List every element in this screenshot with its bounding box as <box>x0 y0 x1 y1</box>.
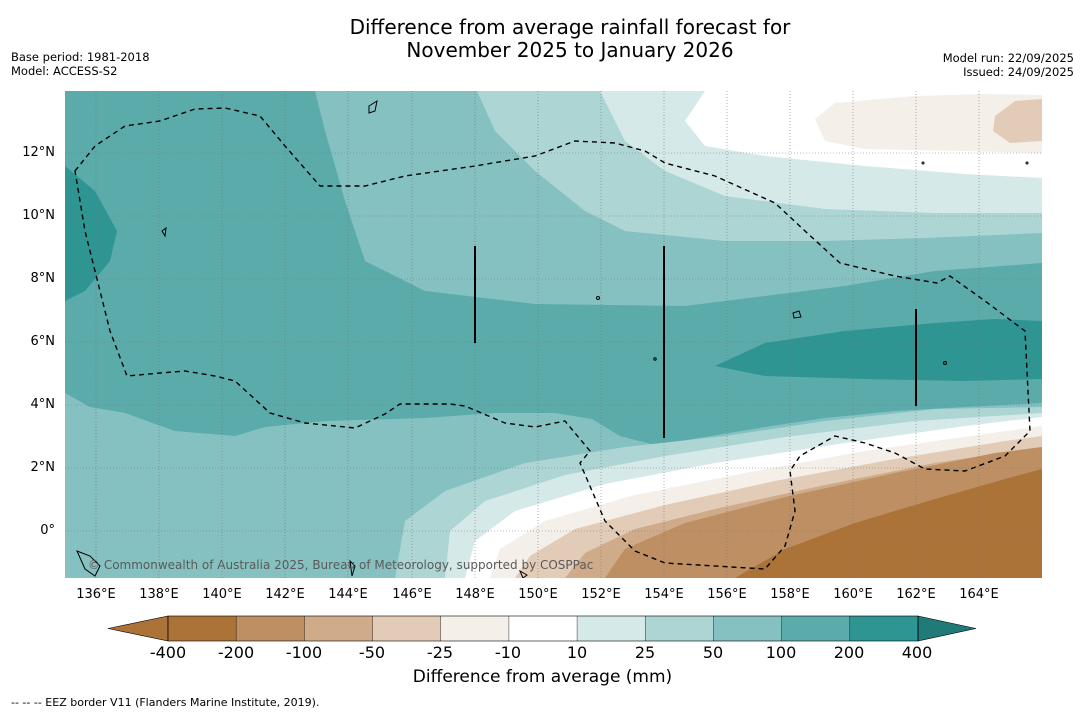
eez-border-west <box>74 107 1031 570</box>
map-contours <box>65 91 1042 578</box>
graticule <box>65 91 1042 578</box>
lon-label: 148°E <box>455 587 495 602</box>
colorbar-label: 200 <box>833 643 865 662</box>
lon-label: 144°E <box>328 587 368 602</box>
colorbar-swatch <box>372 616 442 641</box>
colorbar-label: -400 <box>149 643 187 662</box>
rainfall-map: © Commonwealth of Australia 2025, Bureau… <box>65 91 1042 578</box>
lat-label: 2°N <box>30 460 56 475</box>
lat-label: 8°N <box>30 271 56 286</box>
colorbar-label: 25 <box>634 643 656 662</box>
footer-legend: -- -- -- EEZ border V11 (Flanders Marine… <box>11 696 320 709</box>
islands <box>76 99 1029 578</box>
band-neg-north-2 <box>993 99 1042 143</box>
colorbar-swatch <box>849 616 919 641</box>
band-200-400-west <box>65 166 117 301</box>
colorbar-label: -100 <box>285 643 323 662</box>
colorbar-swatch <box>236 616 305 641</box>
colorbar-swatch <box>577 616 646 641</box>
lon-label: 138°E <box>139 587 179 602</box>
colorbar-label: -50 <box>358 643 386 662</box>
colorbar-label: 100 <box>765 643 797 662</box>
title-line-1: Difference from average rainfall forecas… <box>349 15 791 39</box>
lon-label: 152°E <box>581 587 621 602</box>
boundary-lines <box>474 246 917 438</box>
colorbar-swatch <box>781 616 851 641</box>
lat-label: 12°N <box>22 145 55 160</box>
base-period: Base period: 1981-2018 <box>11 50 150 64</box>
colorbar-label: -25 <box>426 643 454 662</box>
lon-label: 140°E <box>202 587 242 602</box>
colorbar-swatch <box>713 616 783 641</box>
band-200-400-east <box>715 319 1042 381</box>
band-neg-south-5 <box>735 469 1042 578</box>
lon-label: 150°E <box>518 587 558 602</box>
colorbar <box>107 615 977 642</box>
colorbar-arrow-low <box>107 615 169 642</box>
copyright-notice: © Commonwealth of Australia 2025, Bureau… <box>88 558 594 572</box>
band-neg-north-1 <box>815 94 1042 153</box>
title-line-2: November 2025 to January 2026 <box>406 38 734 62</box>
colorbar-label: 50 <box>702 643 724 662</box>
colorbar-label: 400 <box>901 643 933 662</box>
colorbar-arrow-high <box>917 615 977 642</box>
model-run: Model run: 22/09/2025 <box>942 51 1074 65</box>
model-name: Model: ACCESS-S2 <box>11 64 118 78</box>
lon-label: 146°E <box>392 587 432 602</box>
lon-label: 136°E <box>76 587 116 602</box>
colorbar-title: Difference from average (mm) <box>412 667 673 687</box>
lon-label: 158°E <box>770 587 810 602</box>
colorbar-swatch <box>304 616 374 641</box>
colorbar-swatch <box>440 616 510 641</box>
colorbar-swatch <box>645 616 714 641</box>
colorbar-swatch <box>508 616 578 641</box>
lon-label: 162°E <box>896 587 936 602</box>
lat-label: 0° <box>40 523 55 538</box>
lon-label: 160°E <box>833 587 873 602</box>
colorbar-swatch <box>168 616 237 641</box>
lon-label: 142°E <box>265 587 305 602</box>
lon-label: 156°E <box>707 587 747 602</box>
lat-label: 10°N <box>22 208 55 223</box>
issued-date: Issued: 24/09/2025 <box>963 65 1074 79</box>
colorbar-label: 10 <box>566 643 588 662</box>
colorbar-label: -200 <box>217 643 255 662</box>
lon-label: 154°E <box>644 587 684 602</box>
lon-label: 164°E <box>959 587 999 602</box>
colorbar-label: -10 <box>494 643 522 662</box>
lat-label: 6°N <box>30 334 56 349</box>
lat-label: 4°N <box>30 397 56 412</box>
